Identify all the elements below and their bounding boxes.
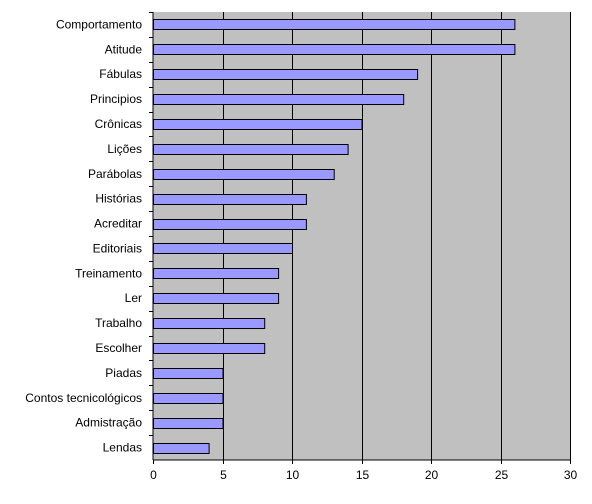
bar [153,94,405,105]
x-tick-label: 30 [564,468,578,482]
category-label: Piadas [105,366,142,380]
category-labels: Comportamento Atitude Fábulas Principios Crô… [25,17,142,454]
category-label: Atitude [105,42,143,56]
bar [153,19,516,30]
bar [153,418,224,429]
category-label: Fábulas [99,67,142,81]
category-label: Treinamento [75,266,142,280]
category-label: Ler [125,291,142,305]
bar [153,194,307,205]
category-label: Parábolas [88,167,142,181]
x-tick-label: 0 [150,468,157,482]
x-tick-label: 20 [425,468,439,482]
category-label: Lições [107,142,142,156]
x-axis-ticks [149,12,571,464]
bar [153,368,224,379]
category-label: Comportamento [56,17,142,31]
gridlines [223,12,571,460]
plot-area [153,12,570,460]
bar [153,69,419,80]
bar [153,318,266,329]
category-label: Contos tecnicológicos [25,391,142,405]
x-tick-label: 10 [286,468,300,482]
bar [153,169,335,180]
category-label: Acreditar [94,217,142,231]
bar [153,293,280,304]
bar [153,443,210,454]
bar [153,44,516,55]
bar [153,343,266,354]
x-tick-label: 25 [495,468,509,482]
bar [153,393,224,404]
x-tick-label: 15 [356,468,370,482]
category-label: Principios [90,92,142,106]
category-label: Admistração [75,416,142,430]
bar [153,119,363,130]
category-label: Crônicas [95,117,142,131]
bar [153,243,293,254]
bar [153,268,280,279]
bar [153,219,307,230]
category-label: Editoriais [93,241,142,255]
category-label: Escolher [95,341,142,355]
bar [153,144,349,155]
category-label: Histórias [95,192,142,206]
category-label: Lendas [103,441,142,455]
x-axis-tick-labels: 0 5 10 15 20 25 30 [150,468,577,482]
category-label: Trabalho [95,316,142,330]
x-tick-label: 5 [220,468,227,482]
